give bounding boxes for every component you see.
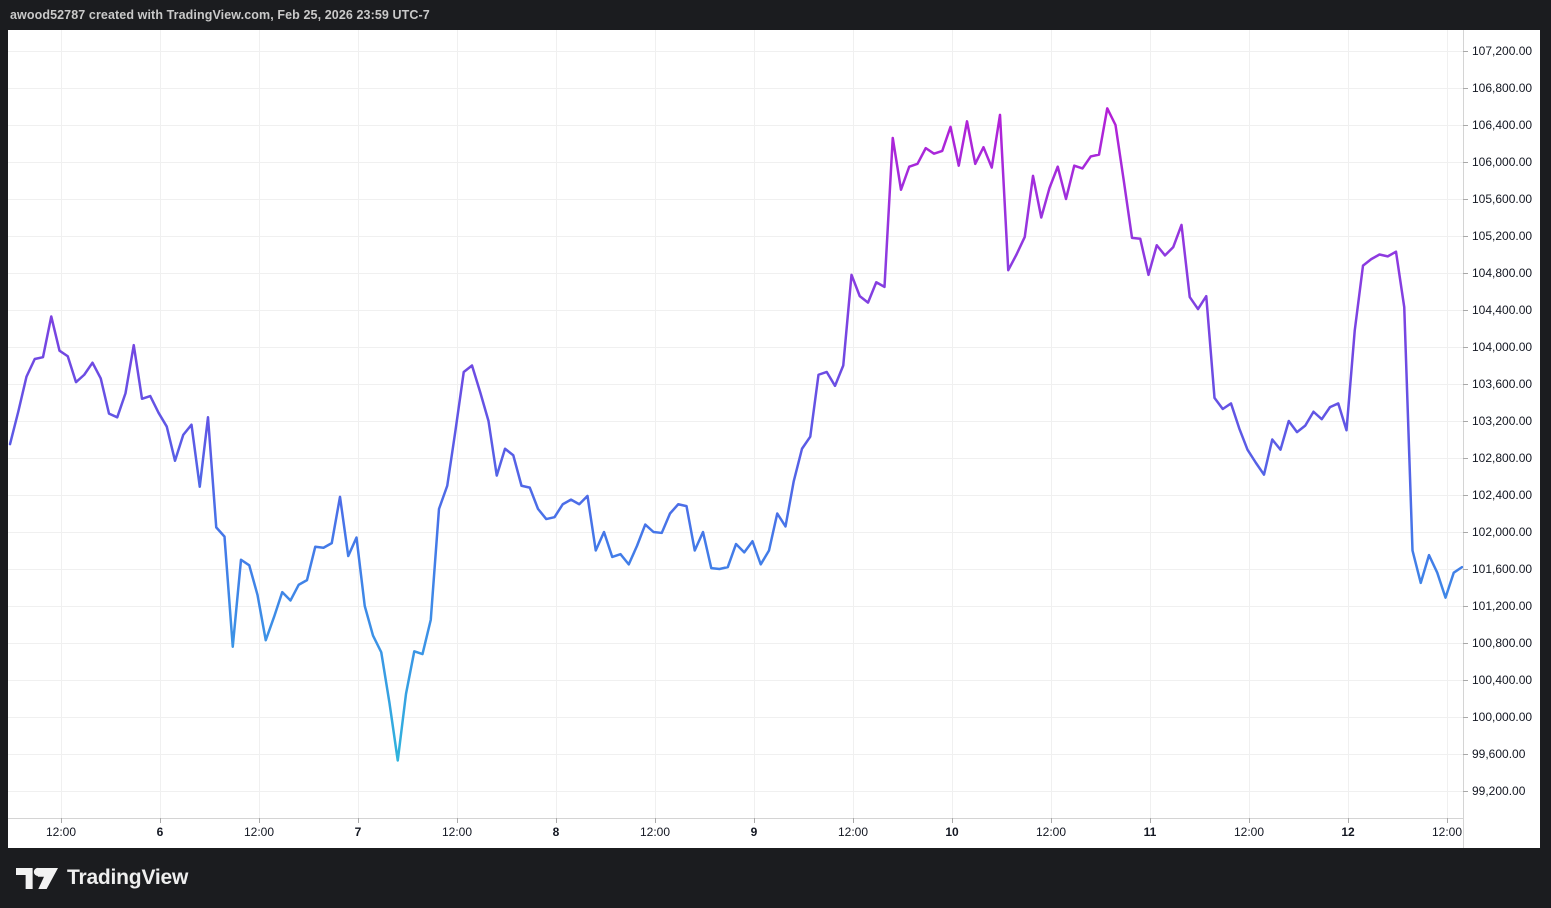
price-tick-label: 103,600.00 [1472, 377, 1532, 391]
price-tick-label: 106,800.00 [1472, 81, 1532, 95]
price-tick-label: 99,600.00 [1472, 747, 1526, 761]
footer-bar: TradingView [0, 848, 1551, 908]
time-tick-label: 6 [157, 825, 164, 839]
price-tick-label: 99,200.00 [1472, 784, 1526, 798]
price-tick-label: 100,400.00 [1472, 673, 1532, 687]
time-tick-label: 12:00 [442, 825, 472, 839]
price-tick-label: 101,200.00 [1472, 599, 1532, 613]
price-tick-label: 103,200.00 [1472, 414, 1532, 428]
time-tick-label: 12:00 [244, 825, 274, 839]
time-tick-label: 7 [355, 825, 362, 839]
price-tick-label: 105,200.00 [1472, 229, 1532, 243]
tradingview-logo-icon [16, 867, 58, 889]
price-tick-label: 106,400.00 [1472, 118, 1532, 132]
price-tick-label: 104,400.00 [1472, 303, 1532, 317]
time-tick-label: 9 [751, 825, 758, 839]
time-tick-label: 12:00 [1432, 825, 1462, 839]
time-tick-label: 10 [945, 825, 959, 839]
plot-surface[interactable] [8, 30, 1463, 818]
tradingview-logo[interactable]: TradingView [16, 866, 188, 890]
time-tick-label: 12:00 [838, 825, 868, 839]
time-tick-label: 12:00 [640, 825, 670, 839]
price-line-series [8, 107, 1463, 762]
time-tick-label: 11 [1144, 825, 1157, 839]
time-tick-label: 12:00 [46, 825, 76, 839]
price-tick-label: 106,000.00 [1472, 155, 1532, 169]
attribution-text: awood52787 created with TradingView.com,… [10, 8, 430, 22]
price-tick-label: 102,800.00 [1472, 451, 1532, 465]
price-tick-label: 107,200.00 [1472, 44, 1532, 58]
price-tick-label: 100,800.00 [1472, 636, 1532, 650]
price-tick-label: 102,000.00 [1472, 525, 1532, 539]
price-tick-label: 104,000.00 [1472, 340, 1532, 354]
price-tick-label: 104,800.00 [1472, 266, 1532, 280]
price-scale-area[interactable] [1464, 30, 1540, 818]
time-tick-label: 12:00 [1036, 825, 1066, 839]
price-tick-label: 105,600.00 [1472, 192, 1532, 206]
price-tick-label: 100,000.00 [1472, 710, 1532, 724]
chart-panel: 107,200.00 106,800.00 106,400.00 106,000.00… [8, 30, 1540, 848]
time-tick-label: 12 [1341, 825, 1355, 839]
price-tick-label: 102,400.00 [1472, 488, 1532, 502]
price-tick-label: 101,600.00 [1472, 562, 1532, 576]
time-tick-label: 8 [553, 825, 560, 839]
time-scale-area[interactable] [8, 819, 1463, 848]
brand-name: TradingView [67, 866, 189, 889]
header-bar: awood52787 created with TradingView.com,… [0, 0, 1551, 30]
time-tick-label: 12:00 [1234, 825, 1264, 839]
price-chart: 107,200.00 106,800.00 106,400.00 106,000.00… [8, 30, 1540, 848]
